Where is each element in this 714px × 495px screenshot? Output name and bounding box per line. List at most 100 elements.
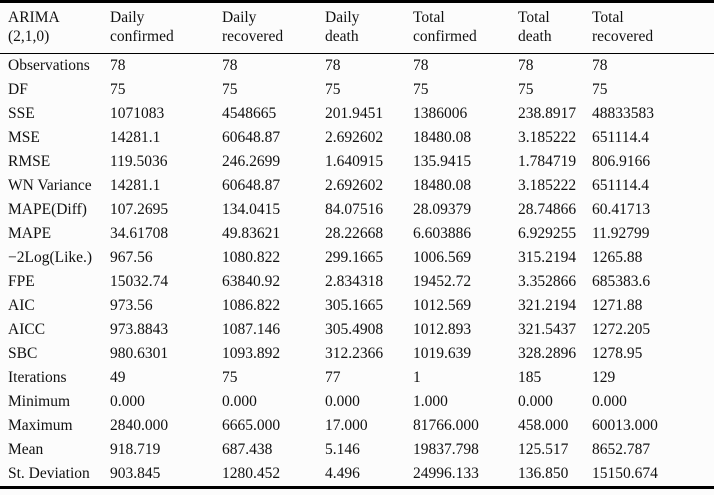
header-text: Daily — [325, 9, 360, 26]
value-cell: 81766.000 — [413, 417, 479, 434]
value-cell: 77 — [325, 369, 341, 386]
header-text: confirmed — [413, 28, 477, 45]
value-cell: 5.146 — [325, 441, 360, 458]
value-cell: 1265.88 — [592, 249, 643, 266]
value-cell: 1271.88 — [592, 297, 643, 314]
row-label: MAPE(Diff) — [8, 201, 87, 218]
header-daily-confirmed: Daily confirmed — [110, 1, 222, 54]
table-row: AICC 973.8843 1087.146 305.4908 1012.893 321.… — [0, 318, 714, 342]
value-cell: 651114.4 — [592, 129, 649, 146]
value-cell: 19452.72 — [413, 273, 472, 290]
value-cell: 134.0415 — [222, 201, 281, 218]
value-cell: 321.2194 — [518, 297, 577, 314]
value-cell: 49 — [110, 369, 126, 386]
value-cell: 1006.569 — [413, 249, 472, 266]
row-label: MSE — [8, 129, 40, 146]
header-text: Daily — [222, 9, 257, 26]
value-cell: 75 — [413, 81, 429, 98]
value-cell: 1278.95 — [592, 345, 643, 362]
header-text: recovered — [222, 28, 284, 45]
value-cell: 1.784719 — [518, 153, 577, 170]
value-cell: 1087.146 — [222, 321, 281, 338]
value-cell: 3.352866 — [518, 273, 577, 290]
table-row: DF 75 75 75 75 75 75 — [0, 78, 714, 102]
value-cell: 75 — [325, 81, 341, 98]
header-text: death — [518, 28, 552, 45]
value-cell: 238.8917 — [518, 105, 577, 122]
value-cell: 315.2194 — [518, 249, 577, 266]
value-cell: 129 — [592, 369, 616, 386]
value-cell: 458.000 — [518, 417, 569, 434]
value-cell: 17.000 — [325, 417, 368, 434]
table-row: MSE 14281.1 60648.87 2.692602 18480.08 3.1852… — [0, 126, 714, 150]
value-cell: 305.4908 — [325, 321, 384, 338]
header-total-death: Total death — [518, 1, 592, 54]
value-cell: 63840.92 — [222, 273, 281, 290]
value-cell: 48833583 — [592, 105, 654, 122]
value-cell: 0.000 — [592, 393, 627, 410]
value-cell: 246.2699 — [222, 153, 281, 170]
value-cell: 6.929255 — [518, 225, 577, 242]
header-text: Total — [592, 9, 624, 26]
value-cell: 78 — [413, 57, 429, 74]
value-cell: 19837.798 — [413, 441, 479, 458]
row-label: RMSE — [8, 153, 51, 170]
header-model-cell: ARIMA (2,1,0) — [0, 1, 110, 54]
table-row: Iterations 49 75 77 1 185 129 — [0, 366, 714, 390]
header-model-line1: ARIMA — [8, 9, 60, 26]
table-body: Observations 78 78 78 78 78 78 DF 75 75 75 75 75 75 SS… — [0, 54, 714, 488]
value-cell: 14281.1 — [110, 129, 161, 146]
value-cell: 0.000 — [518, 393, 553, 410]
table-header: ARIMA (2,1,0) Daily confirmed Daily reco… — [0, 1, 714, 54]
value-cell: 685383.6 — [592, 273, 651, 290]
value-cell: 185 — [518, 369, 542, 386]
header-text: death — [325, 28, 359, 45]
value-cell: 201.9451 — [325, 105, 384, 122]
row-label: Iterations — [8, 369, 67, 386]
row-label: AIC — [8, 297, 35, 314]
value-cell: 1012.569 — [413, 297, 472, 314]
value-cell: 2.692602 — [325, 129, 384, 146]
value-cell: 60648.87 — [222, 177, 281, 194]
value-cell: 78 — [325, 57, 341, 74]
table-row: St. Deviation 903.845 1280.452 4.496 24996.1… — [0, 462, 714, 488]
value-cell: 973.56 — [110, 297, 153, 314]
value-cell: 107.2695 — [110, 201, 169, 218]
value-cell: 967.56 — [110, 249, 153, 266]
value-cell: 14281.1 — [110, 177, 161, 194]
table-row: Observations 78 78 78 78 78 78 — [0, 54, 714, 79]
value-cell: 75 — [222, 369, 238, 386]
value-cell: 75 — [222, 81, 238, 98]
value-cell: 328.2896 — [518, 345, 577, 362]
value-cell: 1.000 — [413, 393, 448, 410]
table-row: Minimum 0.000 0.000 0.000 1.000 0.000 0.000 — [0, 390, 714, 414]
value-cell: 321.5437 — [518, 321, 577, 338]
value-cell: 28.09379 — [413, 201, 472, 218]
value-cell: 980.6301 — [110, 345, 169, 362]
value-cell: 125.517 — [518, 441, 569, 458]
row-label: Observations — [8, 57, 90, 74]
table-row: WN Variance 14281.1 60648.87 2.692602 18480.… — [0, 174, 714, 198]
row-label: SSE — [8, 105, 35, 122]
value-cell: 0.000 — [222, 393, 257, 410]
table-row: MAPE 34.61708 49.83621 28.22668 6.603886 6.92… — [0, 222, 714, 246]
value-cell: 136.850 — [518, 465, 569, 482]
row-label: −2Log(Like.) — [8, 249, 93, 266]
value-cell: 3.185222 — [518, 129, 577, 146]
value-cell: 8652.787 — [592, 441, 651, 458]
value-cell: 6665.000 — [222, 417, 281, 434]
value-cell: 806.9166 — [592, 153, 651, 170]
value-cell: 1093.892 — [222, 345, 281, 362]
value-cell: 15032.74 — [110, 273, 169, 290]
value-cell: 84.07516 — [325, 201, 384, 218]
value-cell: 24996.133 — [413, 465, 479, 482]
row-label: Mean — [8, 441, 44, 458]
header-text: Total — [518, 9, 550, 26]
value-cell: 687.438 — [222, 441, 273, 458]
table-row: SSE 1071083 4548665 201.9451 1386006 238.8917… — [0, 102, 714, 126]
table-row: MAPE(Diff) 107.2695 134.0415 84.07516 28.093… — [0, 198, 714, 222]
value-cell: 2.834318 — [325, 273, 384, 290]
value-cell: 1.640915 — [325, 153, 384, 170]
row-label: Minimum — [8, 393, 71, 410]
